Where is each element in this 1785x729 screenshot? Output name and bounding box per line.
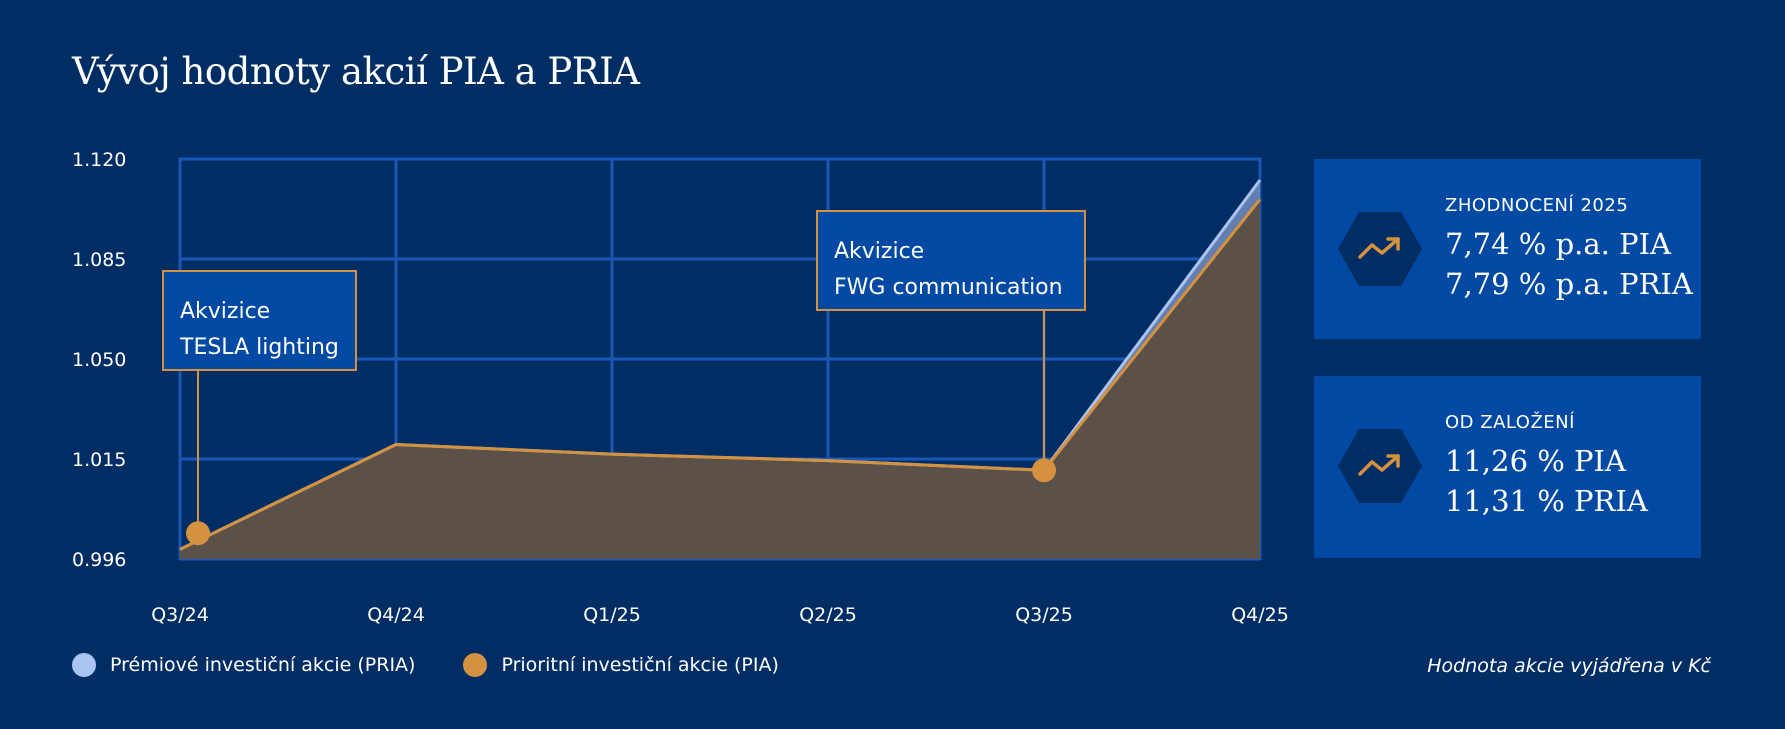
annotation-tesla-line2: TESLA lighting <box>180 335 339 360</box>
annotation-fwg-line2: FWG communication <box>834 275 1063 300</box>
y-tick-label: 1.050 <box>72 349 126 371</box>
stat-card-since-founding: OD ZALOŽENÍ 11,26 % PIA 11,31 % PRIA <box>1314 376 1701 558</box>
trend-up-icon <box>1338 429 1422 503</box>
stat-card-2025: ZHODNOCENÍ 2025 7,74 % p.a. PIA 7,79 % p… <box>1314 159 1701 339</box>
annotation-tesla-line1: Akvizice <box>180 299 271 324</box>
area-pia <box>180 199 1260 560</box>
annotation-tesla: Akvizice TESLA lighting <box>162 270 357 371</box>
annotation-marker-1 <box>1032 458 1056 483</box>
chart-title: Vývoj hodnoty akcií PIA a PRIA <box>72 50 640 93</box>
chart-lines <box>179 179 1262 551</box>
stat-value-pria-since-founding: 11,31 % PRIA <box>1445 484 1648 518</box>
x-tick-label: Q4/24 <box>367 604 425 626</box>
stat-label-2025: ZHODNOCENÍ 2025 <box>1445 195 1629 216</box>
legend-label-pia: Prioritní investiční akcie (PIA) <box>501 654 779 676</box>
legend-item-pia: Prioritní investiční akcie (PIA) <box>463 653 779 677</box>
stat-value-pia-2025: 7,74 % p.a. PIA <box>1445 227 1671 261</box>
x-tick-label: Q2/25 <box>799 604 857 626</box>
legend-item-pria: Prémiové investiční akcie (PRIA) <box>72 653 415 677</box>
x-tick-label: Q4/25 <box>1231 604 1289 626</box>
legend-swatch-pria <box>72 653 96 677</box>
legend-label-pria: Prémiové investiční akcie (PRIA) <box>110 654 416 676</box>
x-tick-label: Q3/24 <box>151 604 209 626</box>
line-pia <box>179 198 1262 551</box>
stat-value-pria-2025: 7,79 % p.a. PRIA <box>1445 267 1693 301</box>
trend-up-icon <box>1338 212 1422 286</box>
annotation-fwg: Akvizice FWG communication <box>816 210 1086 311</box>
annotation-marker-0 <box>186 521 210 546</box>
legend-swatch-pia <box>463 653 488 677</box>
y-tick-label: 1.120 <box>72 149 126 171</box>
chart-legend: Prémiové investiční akcie (PRIA) Priorit… <box>72 653 827 677</box>
y-tick-label: 1.085 <box>72 249 126 271</box>
x-tick-label: Q3/25 <box>1015 604 1073 626</box>
chart-ticks: 1.120 1.085 1.050 1.015 0.996 Q3/24 Q4/24 Q1/25… <box>72 149 1289 626</box>
annotation-fwg-line1: Akvizice <box>834 239 925 264</box>
y-tick-label: 1.015 <box>72 449 126 471</box>
stat-label-since-founding: OD ZALOŽENÍ <box>1445 412 1575 433</box>
unit-note: Hodnota akcie vyjádřena v Kč <box>1427 655 1711 677</box>
x-tick-label: Q1/25 <box>583 604 641 626</box>
stat-value-pia-since-founding: 11,26 % PIA <box>1445 444 1626 478</box>
line-chart: 1.120 1.085 1.050 1.015 0.996 Q3/24 Q4/24 Q1/25… <box>72 149 1289 626</box>
annotation-leaders <box>186 311 1056 546</box>
y-tick-label: 0.996 <box>72 549 126 571</box>
